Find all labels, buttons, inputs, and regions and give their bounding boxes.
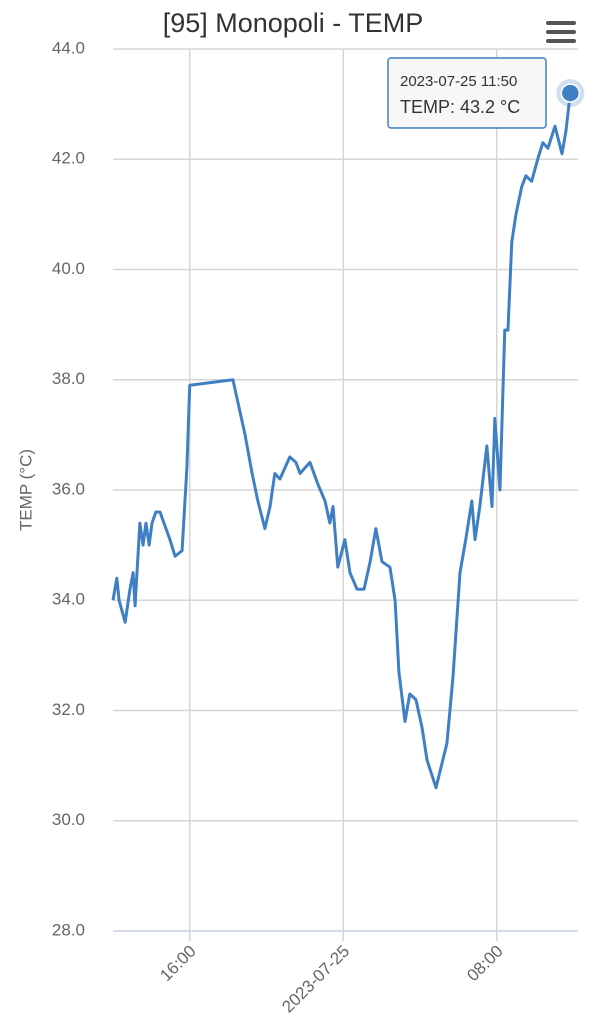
y-tick-label: 38.0 [52,369,85,388]
y-tick-label: 30.0 [52,810,85,829]
menu-button[interactable] [546,21,576,43]
y-tick-label: 44.0 [52,38,85,57]
y-tick-label: 42.0 [52,149,85,168]
y-tick-label: 36.0 [52,479,85,498]
y-tick-label: 28.0 [52,920,85,939]
x-tick-label: 08:00 [463,942,507,986]
x-tick-label: 16:00 [156,942,200,986]
menu-bar [546,21,576,25]
y-axis-label: TEMP (°C) [16,449,35,531]
y-tick-label: 34.0 [52,590,85,609]
menu-bar [546,30,576,34]
y-tick-label: 32.0 [52,700,85,719]
chart-title: [95] Monopoli - TEMP [163,8,424,38]
y-tick-label: 40.0 [52,259,85,278]
x-tick-label: 2023-07-25 [278,942,353,1017]
series-line [111,92,572,790]
tooltip-box [387,57,547,129]
menu-bar [546,39,576,43]
tooltip: 2023-07-25 11:50 TEMP: 43.2 °C [387,57,547,129]
tooltip-title: 2023-07-25 11:50 [400,73,517,90]
tooltip-text: TEMP: 43.2 °C [400,97,520,117]
hover-point [560,83,581,103]
